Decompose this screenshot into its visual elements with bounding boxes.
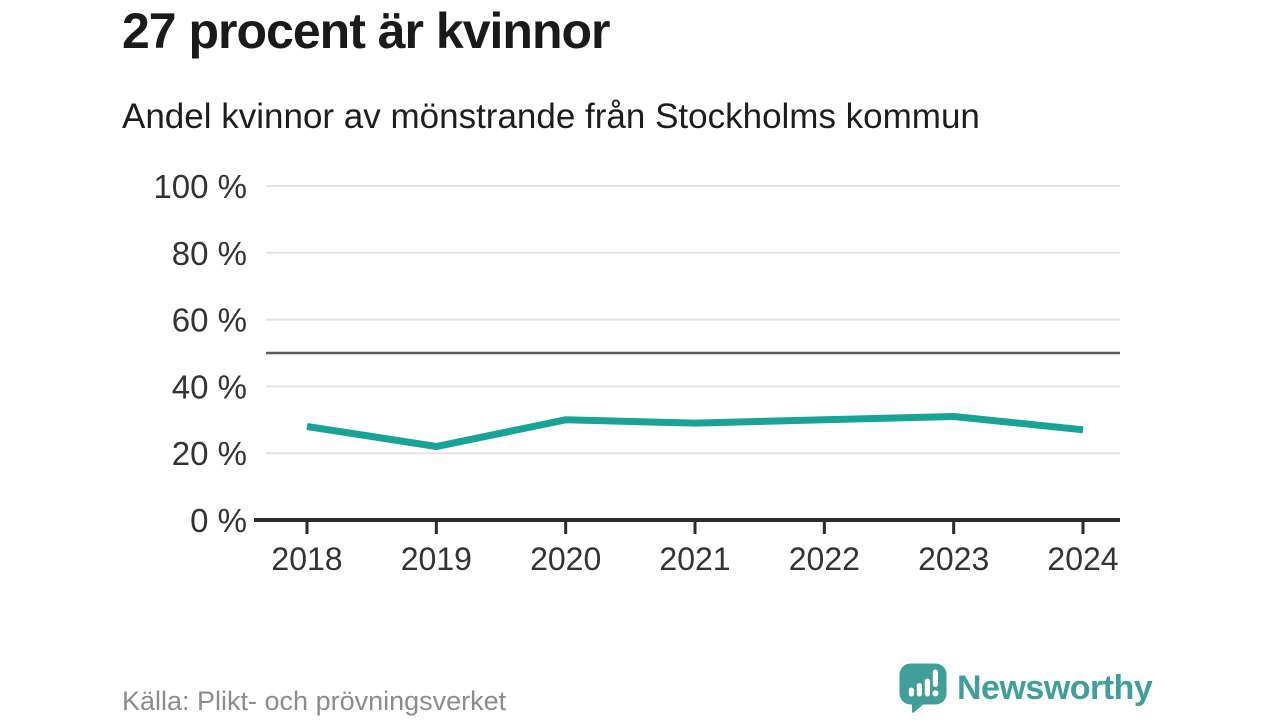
newsworthy-logo-text: Newsworthy: [957, 668, 1153, 707]
x-tick-label: 2018: [271, 541, 342, 577]
x-tick-label: 2021: [659, 541, 730, 577]
logo-bubble-tail: [912, 701, 927, 713]
logo-exclamation-bar: [932, 669, 938, 687]
newsworthy-logo: Newsworthy: [898, 662, 1153, 714]
y-tick-label: 60 %: [172, 302, 247, 339]
x-tick-label: 2024: [1047, 541, 1118, 577]
x-tick-label: 2023: [918, 541, 989, 577]
chart-subtitle: Andel kvinnor av mönstrande från Stockho…: [122, 97, 980, 136]
logo-bar-2: [916, 683, 922, 697]
logo-bubble-shape: [899, 663, 947, 705]
x-tick-label: 2019: [401, 541, 472, 577]
line-chart: 0 % 20 % 40 % 60 % 80 % 100 % 2018 2019 2020 2021…: [153, 168, 1120, 577]
logo-exclamation-dot: [932, 690, 939, 697]
x-tick-label: 2022: [789, 541, 860, 577]
logo-bar-1: [908, 687, 914, 697]
y-tick-label: 0 %: [190, 502, 247, 539]
y-tick-label: 80 %: [172, 235, 247, 272]
x-tick-label: 2020: [530, 541, 601, 577]
source-note: Källa: Plikt- och prövningsverket: [122, 686, 507, 716]
logo-bar-3: [924, 678, 930, 697]
y-tick-label: 20 %: [172, 435, 247, 472]
y-tick-label: 40 %: [172, 368, 247, 405]
data-line-andel-kvinnor: [306, 412, 1084, 451]
y-tick-label: 100 %: [153, 168, 247, 205]
newsworthy-logo-icon: [899, 663, 947, 713]
chart-title: 27 procent är kvinnor: [122, 3, 610, 59]
